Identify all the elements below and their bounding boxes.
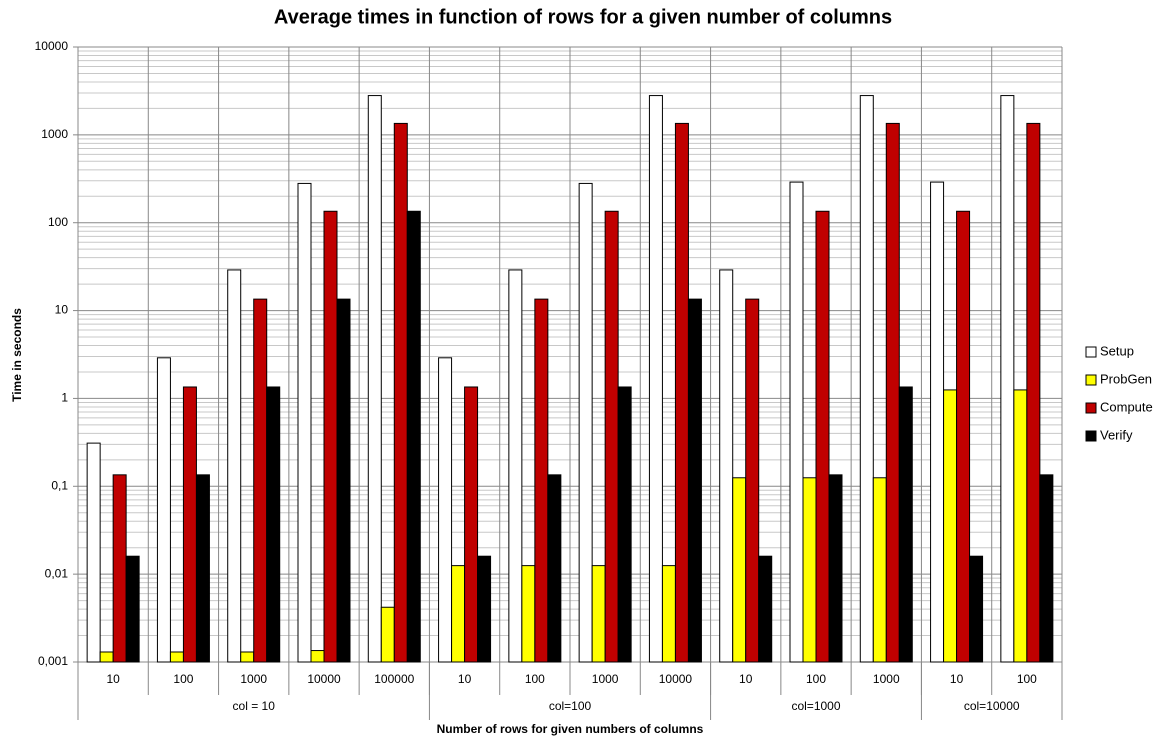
- bar: [195, 474, 210, 663]
- bar: [719, 269, 734, 663]
- y-tick-label: 0,01: [45, 566, 69, 580]
- bar: [182, 386, 197, 663]
- y-tick-label: 0,1: [51, 478, 68, 492]
- group-label: col = 10: [233, 699, 276, 713]
- bar: [266, 386, 281, 663]
- bar: [828, 474, 843, 663]
- bar: [438, 357, 453, 663]
- bar: [253, 298, 268, 663]
- bar: [1000, 95, 1015, 663]
- legend-swatch: [1085, 402, 1097, 414]
- x-tick-label: 10: [950, 672, 964, 686]
- bar: [604, 210, 619, 663]
- bar: [732, 477, 747, 663]
- bar: [969, 555, 984, 663]
- bar: [393, 122, 408, 663]
- bar: [227, 269, 242, 663]
- bar: [943, 389, 958, 663]
- x-tick-label: 10: [739, 672, 753, 686]
- bar: [661, 565, 676, 663]
- y-tick-label: 1: [61, 391, 68, 405]
- bar: [534, 298, 549, 663]
- bar: [367, 95, 382, 663]
- chart-title: Average times in function of rows for a …: [274, 6, 892, 28]
- y-tick-label: 0,001: [38, 654, 68, 668]
- bar: [789, 181, 804, 663]
- bar: [336, 298, 351, 663]
- x-tick-label: 100000: [374, 672, 414, 686]
- y-tick-label: 100: [48, 215, 68, 229]
- group-label: col=100: [549, 699, 592, 713]
- bar: [380, 606, 395, 663]
- bar: [648, 95, 663, 663]
- bar: [885, 122, 900, 663]
- legend-swatch: [1085, 374, 1097, 386]
- bar: [547, 474, 562, 663]
- bar: [156, 357, 171, 663]
- bar: [578, 182, 593, 663]
- legend-label: Setup: [1100, 343, 1134, 358]
- x-tick-label: 100: [1017, 672, 1037, 686]
- bar: [930, 181, 945, 663]
- bar: [99, 651, 114, 663]
- x-tick-label: 10000: [659, 672, 693, 686]
- bar: [508, 269, 523, 663]
- x-tick-label: 1000: [592, 672, 619, 686]
- bar: [112, 474, 127, 663]
- bar: [406, 210, 421, 663]
- bar: [451, 565, 466, 663]
- x-axis-title: Number of rows for given numbers of colu…: [437, 722, 704, 736]
- bar: [617, 386, 632, 663]
- group-label: col=10000: [964, 699, 1020, 713]
- bar: [745, 298, 760, 663]
- bar: [169, 651, 184, 663]
- x-tick-label: 10: [458, 672, 472, 686]
- bar: [872, 477, 887, 663]
- bar: [297, 182, 312, 663]
- x-tick-label: 10000: [307, 672, 341, 686]
- bar: [86, 442, 101, 663]
- legend-label: Compute: [1100, 399, 1153, 414]
- bar: [859, 95, 874, 663]
- bar: [1026, 122, 1041, 663]
- legend-swatch: [1085, 430, 1097, 442]
- bar: [802, 477, 817, 663]
- bar: [125, 555, 140, 663]
- bar: [591, 565, 606, 663]
- bar: [521, 565, 536, 663]
- bar: [815, 210, 830, 663]
- bar: [323, 210, 338, 663]
- x-tick-label: 1000: [240, 672, 267, 686]
- y-tick-label: 1000: [41, 127, 68, 141]
- bar: [898, 386, 913, 663]
- bar: [464, 386, 479, 663]
- bar: [687, 298, 702, 663]
- y-tick-label: 10000: [35, 39, 69, 53]
- bar: [240, 651, 255, 663]
- x-tick-label: 100: [173, 672, 193, 686]
- bar: [310, 650, 325, 663]
- x-tick-label: 10: [106, 672, 120, 686]
- bar: [1013, 389, 1028, 663]
- legend-label: ProbGen: [1100, 371, 1152, 386]
- bar: [674, 122, 689, 663]
- bar: [956, 210, 971, 663]
- legend-label: Verify: [1100, 427, 1133, 442]
- bar: [1039, 474, 1054, 663]
- x-tick-label: 100: [525, 672, 545, 686]
- x-tick-label: 100: [806, 672, 826, 686]
- bar: [758, 555, 773, 663]
- group-label: col=1000: [791, 699, 840, 713]
- y-tick-label: 10: [55, 303, 69, 317]
- x-tick-label: 1000: [873, 672, 900, 686]
- legend-swatch: [1085, 346, 1097, 358]
- bar: [477, 555, 492, 663]
- y-axis-title: Time in seconds: [10, 308, 24, 402]
